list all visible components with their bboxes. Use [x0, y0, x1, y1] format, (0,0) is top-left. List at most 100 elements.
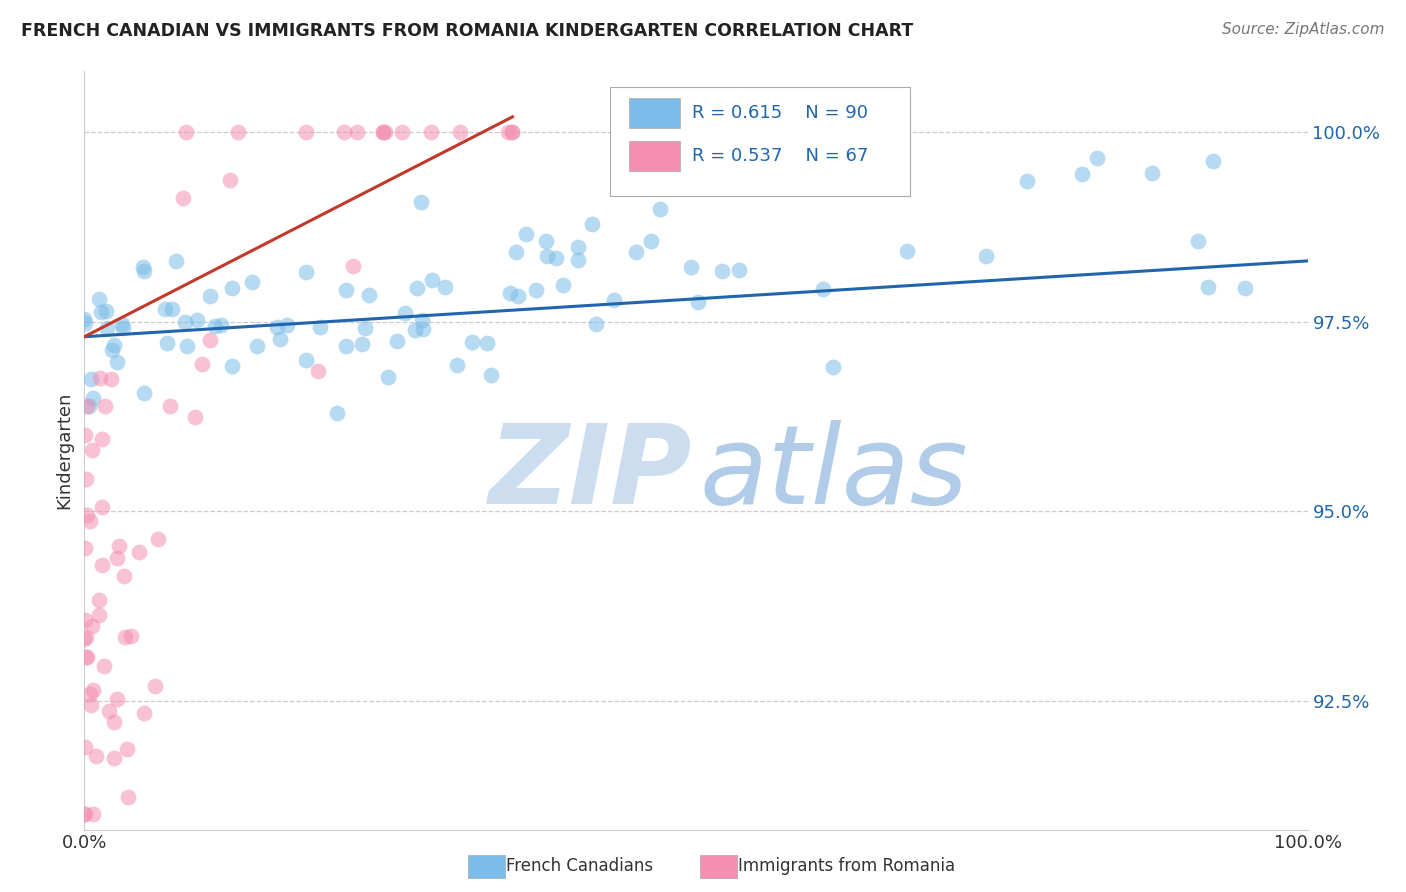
- Point: [105, 550, 128, 565]
- Point: [73, 632, 96, 646]
- Text: R = 0.615    N = 90: R = 0.615 N = 90: [692, 104, 869, 122]
- Point: [115, 741, 138, 756]
- Text: atlas: atlas: [700, 420, 969, 526]
- Point: [96, 320, 118, 334]
- Point: [186, 313, 208, 327]
- Point: [80, 698, 103, 713]
- Point: [76, 508, 98, 522]
- FancyBboxPatch shape: [610, 87, 910, 196]
- Point: [479, 368, 502, 382]
- Point: [308, 319, 330, 334]
- Point: [585, 318, 607, 332]
- Point: [204, 318, 226, 333]
- Point: [191, 357, 214, 371]
- Point: [100, 372, 122, 386]
- Text: Source: ZipAtlas.com: Source: ZipAtlas.com: [1222, 22, 1385, 37]
- Point: [1187, 234, 1209, 248]
- Point: [219, 173, 242, 187]
- Point: [87, 293, 110, 307]
- Point: [357, 288, 380, 302]
- Point: [333, 125, 356, 139]
- Point: [496, 125, 519, 139]
- Point: [221, 280, 243, 294]
- Point: [506, 289, 529, 303]
- Point: [352, 336, 374, 351]
- Point: [105, 354, 128, 368]
- Point: [76, 399, 98, 413]
- Point: [90, 500, 112, 514]
- Point: [377, 370, 399, 384]
- Point: [132, 260, 155, 275]
- Point: [391, 125, 413, 139]
- Point: [73, 740, 96, 755]
- Point: [551, 277, 574, 292]
- Point: [176, 338, 198, 352]
- Point: [681, 260, 703, 274]
- Point: [91, 432, 114, 446]
- Point: [546, 252, 568, 266]
- Point: [79, 514, 101, 528]
- Point: [80, 372, 103, 386]
- Point: [394, 306, 416, 320]
- Point: [335, 283, 357, 297]
- Point: [94, 399, 117, 413]
- Point: [82, 807, 104, 822]
- Point: [624, 245, 647, 260]
- Point: [82, 392, 104, 406]
- Text: French Canadians: French Canadians: [506, 857, 654, 875]
- Text: R = 0.537    N = 67: R = 0.537 N = 67: [692, 147, 869, 165]
- Point: [172, 191, 194, 205]
- Point: [419, 125, 441, 139]
- Point: [209, 318, 232, 332]
- Point: [821, 360, 844, 375]
- Point: [1015, 173, 1038, 187]
- Point: [567, 253, 589, 268]
- Point: [103, 751, 125, 765]
- Point: [73, 541, 96, 556]
- Point: [80, 619, 103, 633]
- Point: [387, 334, 409, 348]
- Point: [100, 343, 122, 357]
- Point: [374, 125, 396, 139]
- Point: [502, 125, 524, 139]
- Point: [198, 289, 221, 303]
- Point: [640, 234, 662, 248]
- Point: [75, 649, 97, 664]
- Point: [269, 332, 291, 346]
- Point: [174, 315, 197, 329]
- Point: [295, 125, 318, 139]
- Point: [1233, 281, 1256, 295]
- Point: [325, 406, 347, 420]
- Point: [603, 293, 626, 307]
- Point: [221, 359, 243, 373]
- Point: [276, 318, 298, 332]
- Point: [73, 807, 96, 822]
- Point: [87, 593, 110, 607]
- Point: [411, 313, 433, 327]
- Y-axis label: Kindergarten: Kindergarten: [55, 392, 73, 509]
- Point: [103, 715, 125, 730]
- Point: [710, 264, 733, 278]
- Point: [811, 281, 834, 295]
- Point: [110, 317, 132, 331]
- Point: [159, 399, 181, 413]
- Point: [91, 558, 114, 572]
- Point: [103, 338, 125, 352]
- Point: [75, 316, 97, 330]
- Point: [245, 339, 267, 353]
- Point: [112, 569, 135, 583]
- Point: [477, 335, 499, 350]
- Point: [461, 334, 484, 349]
- Point: [120, 629, 142, 643]
- Point: [107, 540, 129, 554]
- Text: FRENCH CANADIAN VS IMMIGRANTS FROM ROMANIA KINDERGARTEN CORRELATION CHART: FRENCH CANADIAN VS IMMIGRANTS FROM ROMAN…: [21, 22, 914, 40]
- Point: [153, 302, 176, 317]
- Point: [688, 295, 710, 310]
- Point: [404, 323, 426, 337]
- Point: [117, 789, 139, 804]
- Point: [502, 125, 524, 139]
- Point: [307, 364, 329, 378]
- Point: [896, 244, 918, 258]
- Point: [89, 371, 111, 385]
- Point: [567, 240, 589, 254]
